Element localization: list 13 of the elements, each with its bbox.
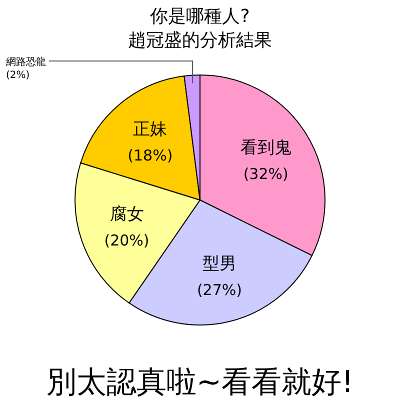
data-label: (18%)	[128, 146, 173, 165]
data-label: (27%)	[196, 281, 242, 300]
chart-title: 你是哪種人?	[149, 6, 250, 27]
slice-label: 網路恐龍	[5, 56, 46, 68]
slice-label: 型男	[202, 254, 236, 274]
text: 別太認真啦~看看就好!	[46, 365, 354, 400]
data-label: (2%)	[6, 70, 30, 81]
slice-label: 看到鬼	[240, 138, 292, 158]
data-label: (20%)	[104, 231, 150, 250]
slice-label: 正妹	[133, 120, 168, 140]
slice-label: 腐女	[110, 204, 144, 224]
data-label: (32%)	[243, 165, 288, 184]
chart-subtitle: 趙冠盛的分析結果	[128, 30, 272, 51]
